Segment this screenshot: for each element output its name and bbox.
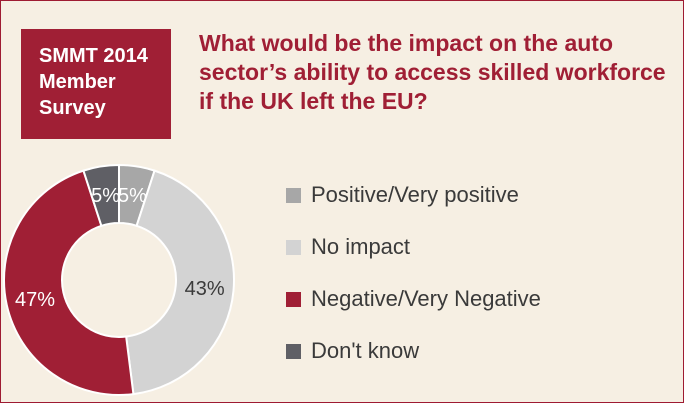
- label-dont-know: 5%: [91, 185, 120, 207]
- legend-item-positive: Positive/Very positive: [286, 181, 519, 209]
- title-line: What would be the impact on the auto: [199, 30, 613, 56]
- badge-line: SMMT 2014: [39, 45, 148, 67]
- legend-label: Don't know: [311, 338, 420, 363]
- legend-swatch: [286, 187, 301, 203]
- badge-line: Member: [39, 71, 116, 93]
- label-positive: 5%: [118, 185, 147, 207]
- legend-item-negative: Negative/Very Negative: [286, 285, 541, 313]
- legend-label: Negative/Very Negative: [311, 286, 541, 311]
- legend-item-no-impact: No impact: [286, 233, 410, 261]
- label-negative: 47%: [15, 289, 55, 311]
- slice-no-impact: [125, 169, 235, 396]
- badge-line: Survey: [39, 97, 106, 119]
- legend-label: Positive/Very positive: [311, 182, 519, 207]
- legend-item-dont-know: Don't know: [286, 337, 419, 365]
- title-line: sector’s ability to access skilled workf…: [199, 59, 666, 85]
- slice-dont-know: [82, 163, 120, 228]
- legend-swatch: [286, 343, 301, 359]
- slice-negative: [3, 169, 135, 396]
- title-line: if the UK left the EU?: [199, 88, 428, 114]
- legend-swatch: [286, 239, 301, 255]
- legend-swatch: [286, 291, 301, 307]
- label-no-impact: 43%: [185, 278, 225, 300]
- legend-label: No impact: [311, 234, 411, 259]
- survey-badge: SMMT 2014 Member Survey: [21, 29, 171, 139]
- chart-title: What would be the impact on the auto sec…: [199, 29, 669, 116]
